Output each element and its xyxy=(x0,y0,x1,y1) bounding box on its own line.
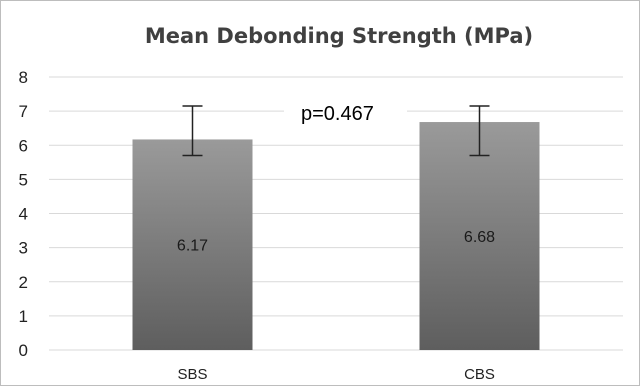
data-label-cbs: 6.68 xyxy=(464,229,495,246)
chart-title: Mean Debonding Strength (MPa) xyxy=(145,24,533,48)
p-value-annotation: p=0.467 xyxy=(284,83,407,143)
y-tick-label: 7 xyxy=(19,102,28,121)
bar-cbs xyxy=(419,122,540,350)
y-axis-tick-labels: 0 1 2 3 4 5 6 7 8 xyxy=(19,68,28,360)
y-tick-label: 4 xyxy=(19,205,28,224)
y-tick-label: 1 xyxy=(19,307,28,326)
category-label-sbs: SBS xyxy=(177,366,207,383)
category-label-cbs: CBS xyxy=(464,366,495,383)
data-label-sbs: 6.17 xyxy=(177,238,208,255)
y-tick-label: 0 xyxy=(19,341,28,360)
bar-sbs xyxy=(132,139,253,350)
annotation-text: p=0.467 xyxy=(301,103,374,125)
error-bar-cbs xyxy=(469,105,490,157)
error-bars xyxy=(182,105,490,157)
y-tick-label: 8 xyxy=(19,68,28,87)
y-tick-label: 5 xyxy=(19,170,28,189)
annotation-box xyxy=(284,83,407,143)
data-labels: 6.17 6.68 xyxy=(177,229,495,255)
y-tick-label: 2 xyxy=(19,273,28,292)
error-bar-sbs xyxy=(182,105,203,157)
x-axis-category-labels: SBS CBS xyxy=(177,366,494,383)
y-tick-label: 3 xyxy=(19,239,28,258)
bars xyxy=(132,122,540,350)
y-tick-label: 6 xyxy=(19,136,28,155)
